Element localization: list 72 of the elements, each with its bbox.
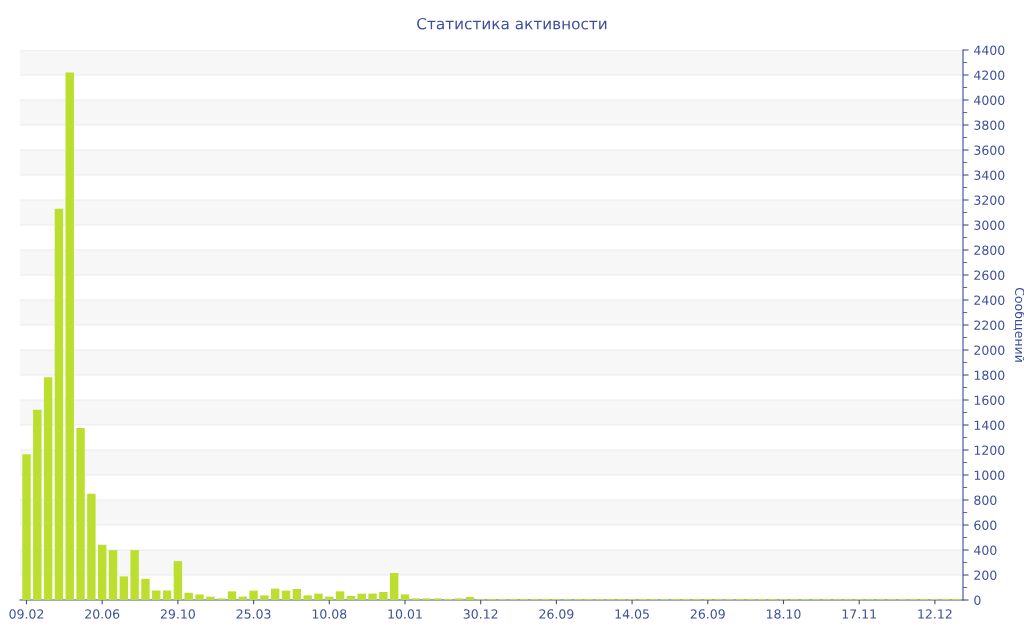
- bar: [325, 596, 334, 600]
- bar: [206, 596, 215, 600]
- y-tick-label: 3600: [974, 145, 1005, 155]
- y-tick-label: 3800: [974, 120, 1005, 130]
- bar: [379, 592, 388, 600]
- x-tick-label: 09.02: [9, 609, 44, 619]
- bar: [368, 593, 377, 600]
- y-tick-label: 0: [974, 595, 981, 605]
- bar: [54, 208, 64, 600]
- bar: [65, 72, 74, 600]
- y-tick-label: 400: [974, 545, 997, 555]
- bar: [43, 377, 53, 600]
- bar: [108, 550, 118, 600]
- y-tick-label: 1800: [974, 370, 1005, 380]
- y-tick-label: 3000: [974, 220, 1005, 230]
- bar: [292, 589, 302, 600]
- y-tick-label: 3200: [974, 195, 1005, 205]
- y-tick-label: 4000: [974, 95, 1005, 105]
- x-tick-label: 10.08: [312, 609, 347, 619]
- x-tick-label: 20.06: [85, 609, 120, 619]
- bar: [33, 409, 42, 600]
- bar: [346, 596, 356, 600]
- bar: [162, 590, 172, 600]
- y-tick-label: 2400: [974, 295, 1005, 305]
- x-tick-label: 26.09: [690, 609, 725, 619]
- y-tick-label: 1400: [974, 420, 1005, 430]
- bar: [260, 595, 269, 600]
- y-tick-label: 1000: [974, 470, 1005, 480]
- x-tick-label: 10.01: [388, 609, 422, 619]
- bar: [141, 578, 150, 600]
- bar: [152, 590, 161, 600]
- y-tick-label: 1600: [974, 395, 1005, 405]
- bar: [76, 428, 85, 600]
- x-tick-label: 12.12: [918, 609, 952, 619]
- bar: [87, 493, 96, 600]
- y-axis-title: Сообщений: [1013, 287, 1024, 362]
- bar: [173, 561, 183, 600]
- y-tick-label: 2000: [974, 345, 1005, 355]
- bar: [335, 591, 345, 600]
- chart-title: Статистика активности: [417, 17, 607, 30]
- bar: [281, 590, 291, 600]
- bar: [400, 594, 410, 600]
- y-tick-label: 600: [974, 520, 997, 530]
- y-tick-label: 2600: [974, 270, 1005, 280]
- y-tick-label: 200: [974, 570, 997, 580]
- y-tick-label: 4400: [974, 45, 1005, 55]
- x-tick-label: 30.12: [463, 609, 498, 619]
- bar: [119, 576, 129, 600]
- bar: [314, 593, 323, 600]
- bar: [249, 590, 258, 600]
- y-tick-label: 800: [974, 495, 997, 505]
- bar: [22, 454, 31, 600]
- y-tick-label: 3400: [974, 170, 1005, 180]
- y-tick-label: 2200: [974, 320, 1005, 330]
- bar: [465, 597, 475, 600]
- x-tick-label: 18.10: [766, 609, 801, 619]
- x-tick-label: 26.09: [539, 609, 574, 619]
- bar: [227, 591, 237, 600]
- x-tick-label: 25.03: [236, 609, 271, 619]
- bar: [389, 573, 399, 600]
- y-tick-label: 2800: [974, 245, 1005, 255]
- bar: [97, 544, 107, 600]
- bar: [130, 550, 139, 600]
- x-tick-label: 17.11: [842, 609, 876, 619]
- bar: [195, 594, 204, 600]
- y-tick-label: 1200: [974, 445, 1005, 455]
- bar: [271, 588, 280, 600]
- y-tick-label: 4200: [974, 70, 1005, 80]
- bar: [303, 595, 312, 600]
- bar: [184, 592, 193, 600]
- x-tick-label: 29.10: [160, 609, 195, 619]
- x-tick-label: 14.05: [615, 609, 649, 619]
